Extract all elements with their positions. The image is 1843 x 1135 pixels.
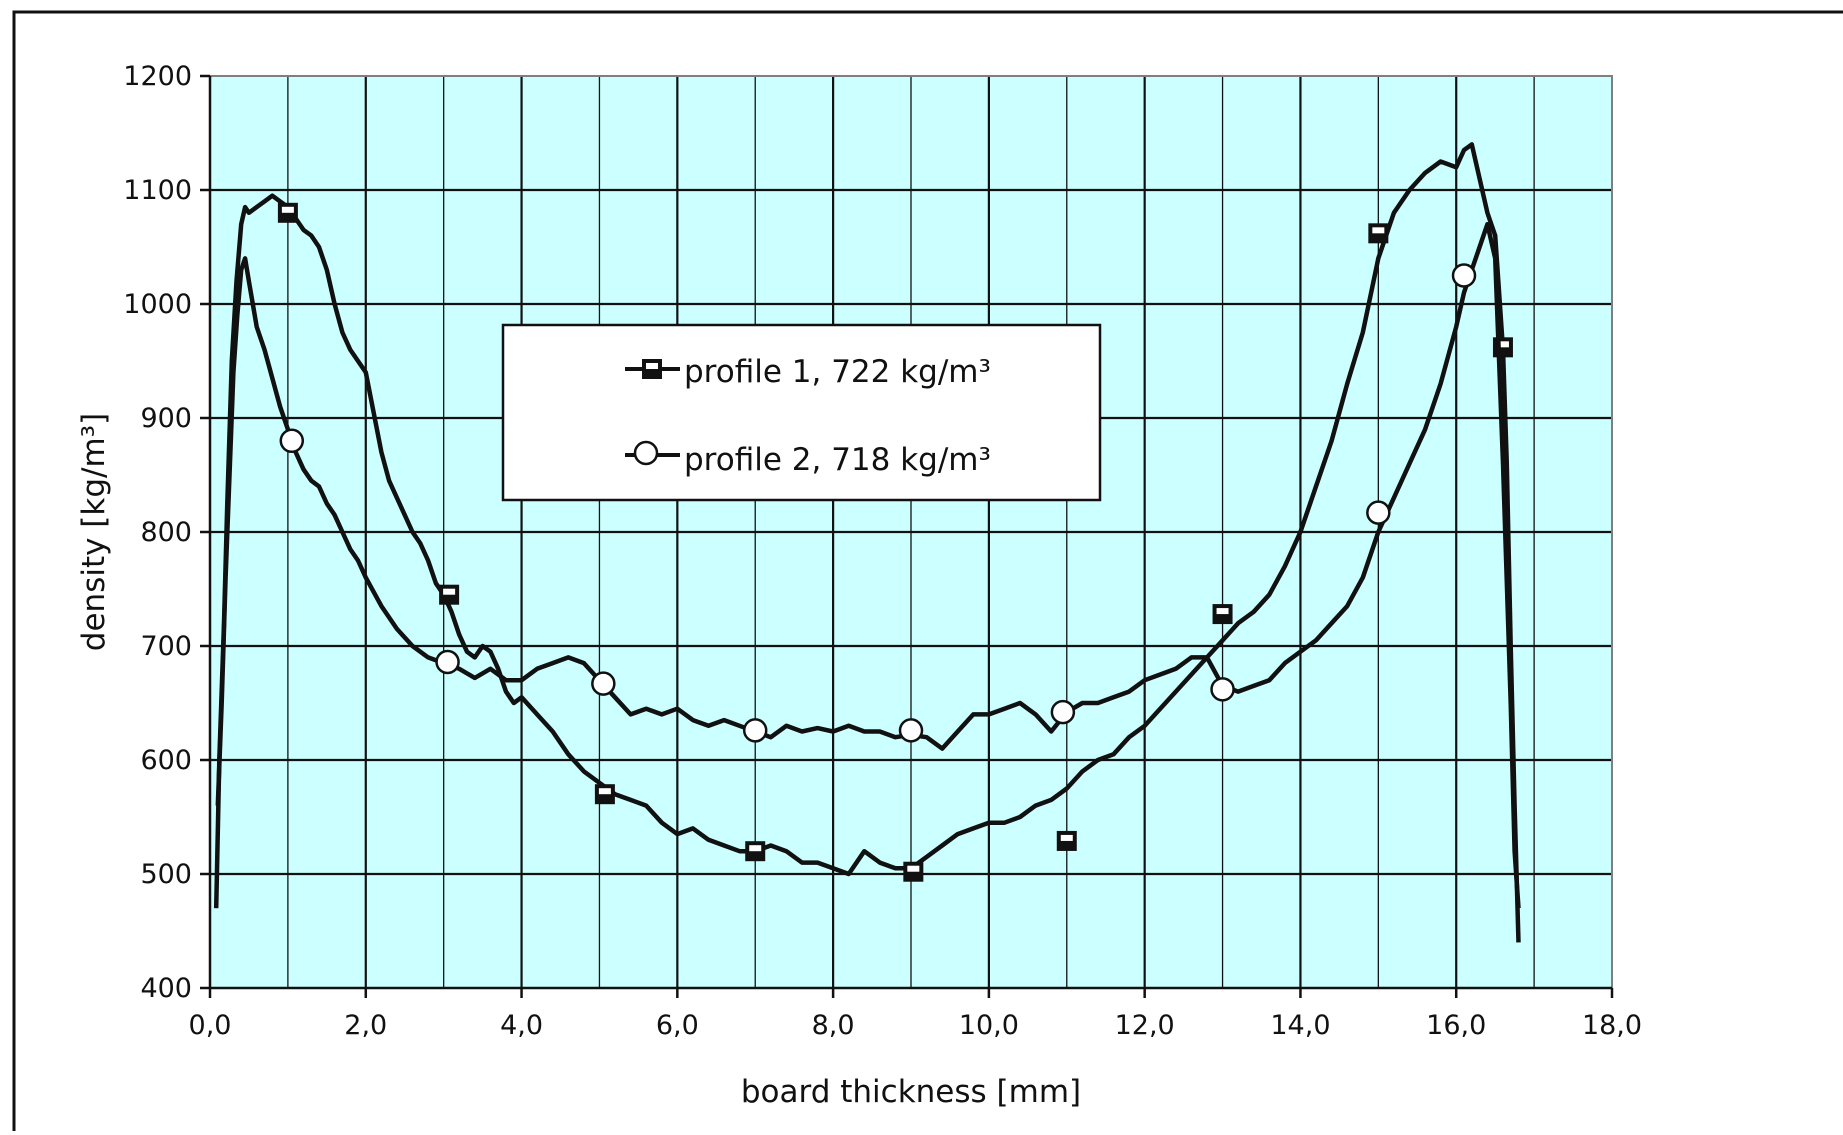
profile-1-marker-highlight [907,865,920,872]
legend-label-profile-2: profile 2, 718 kg/m³ [684,442,991,478]
y-axis-title: density [kg/m³] [76,413,112,651]
profile-2-marker [1210,677,1235,702]
x-tick-label: 10,0 [959,1010,1019,1041]
x-tick-label: 18,0 [1582,1010,1642,1041]
y-tick-label: 1000 [123,289,192,320]
tick-labels: 400 500 600 700 800 900 1000 1100 1200 0,0 2,0 4,0 6… [123,61,1642,1041]
profile-2-marker [279,428,305,454]
axes [200,74,1614,998]
y-tick-label: 1100 [123,175,192,206]
profile-1-marker-highlight [598,788,611,795]
profile-1-marker-highlight [1372,227,1385,234]
y-tick-label: 800 [140,517,192,548]
series-layer [213,142,1521,943]
legend-marker-square-inner [646,363,658,369]
profile-1-marker-highlight [281,206,294,213]
profile-2-marker [435,649,460,675]
series-line-profile-2 [215,221,1521,909]
profile-2-marker [591,671,616,696]
x-axis-title: board thickness [mm] [741,1074,1081,1110]
profile-1-marker-highlight [1060,834,1073,841]
y-tick-label: 600 [140,745,192,776]
x-tick-label: 8,0 [812,1010,855,1041]
profile-2-marker [1050,699,1076,725]
profile-1-marker-highlight [749,845,762,852]
x-tick-label: 16,0 [1426,1010,1486,1041]
legend-label-profile-1: profile 1, 722 kg/m³ [684,354,991,390]
figure-border [12,10,1843,1135]
profile-1-marker-highlight [443,588,456,595]
x-tick-label: 2,0 [344,1010,387,1041]
x-tick-label: 14,0 [1270,1010,1330,1041]
profile-2-marker [742,718,768,743]
x-tick-label: 6,0 [656,1010,699,1041]
y-tick-label: 700 [140,631,192,662]
x-tick-label: 4,0 [500,1010,543,1041]
legend: profile 1, 722 kg/m³ profile 2, 718 kg/m… [501,323,1102,502]
x-tick-label: 0,0 [189,1010,232,1041]
series-line-profile-1 [213,142,1521,943]
legend-marker-circle [633,440,659,466]
y-tick-label: 400 [140,973,192,1004]
profile-2-marker [1366,500,1391,525]
y-tick-label: 900 [140,403,192,434]
profile-2-marker [898,718,924,743]
profile-2-marker [1451,263,1477,288]
y-tick-label: 1200 [123,61,192,92]
profile-1-marker-highlight [1216,608,1229,615]
profile-1-marker-highlight [1496,341,1509,348]
legend-box [501,323,1102,502]
x-tick-label: 12,0 [1115,1010,1175,1041]
y-tick-label: 500 [140,859,192,890]
